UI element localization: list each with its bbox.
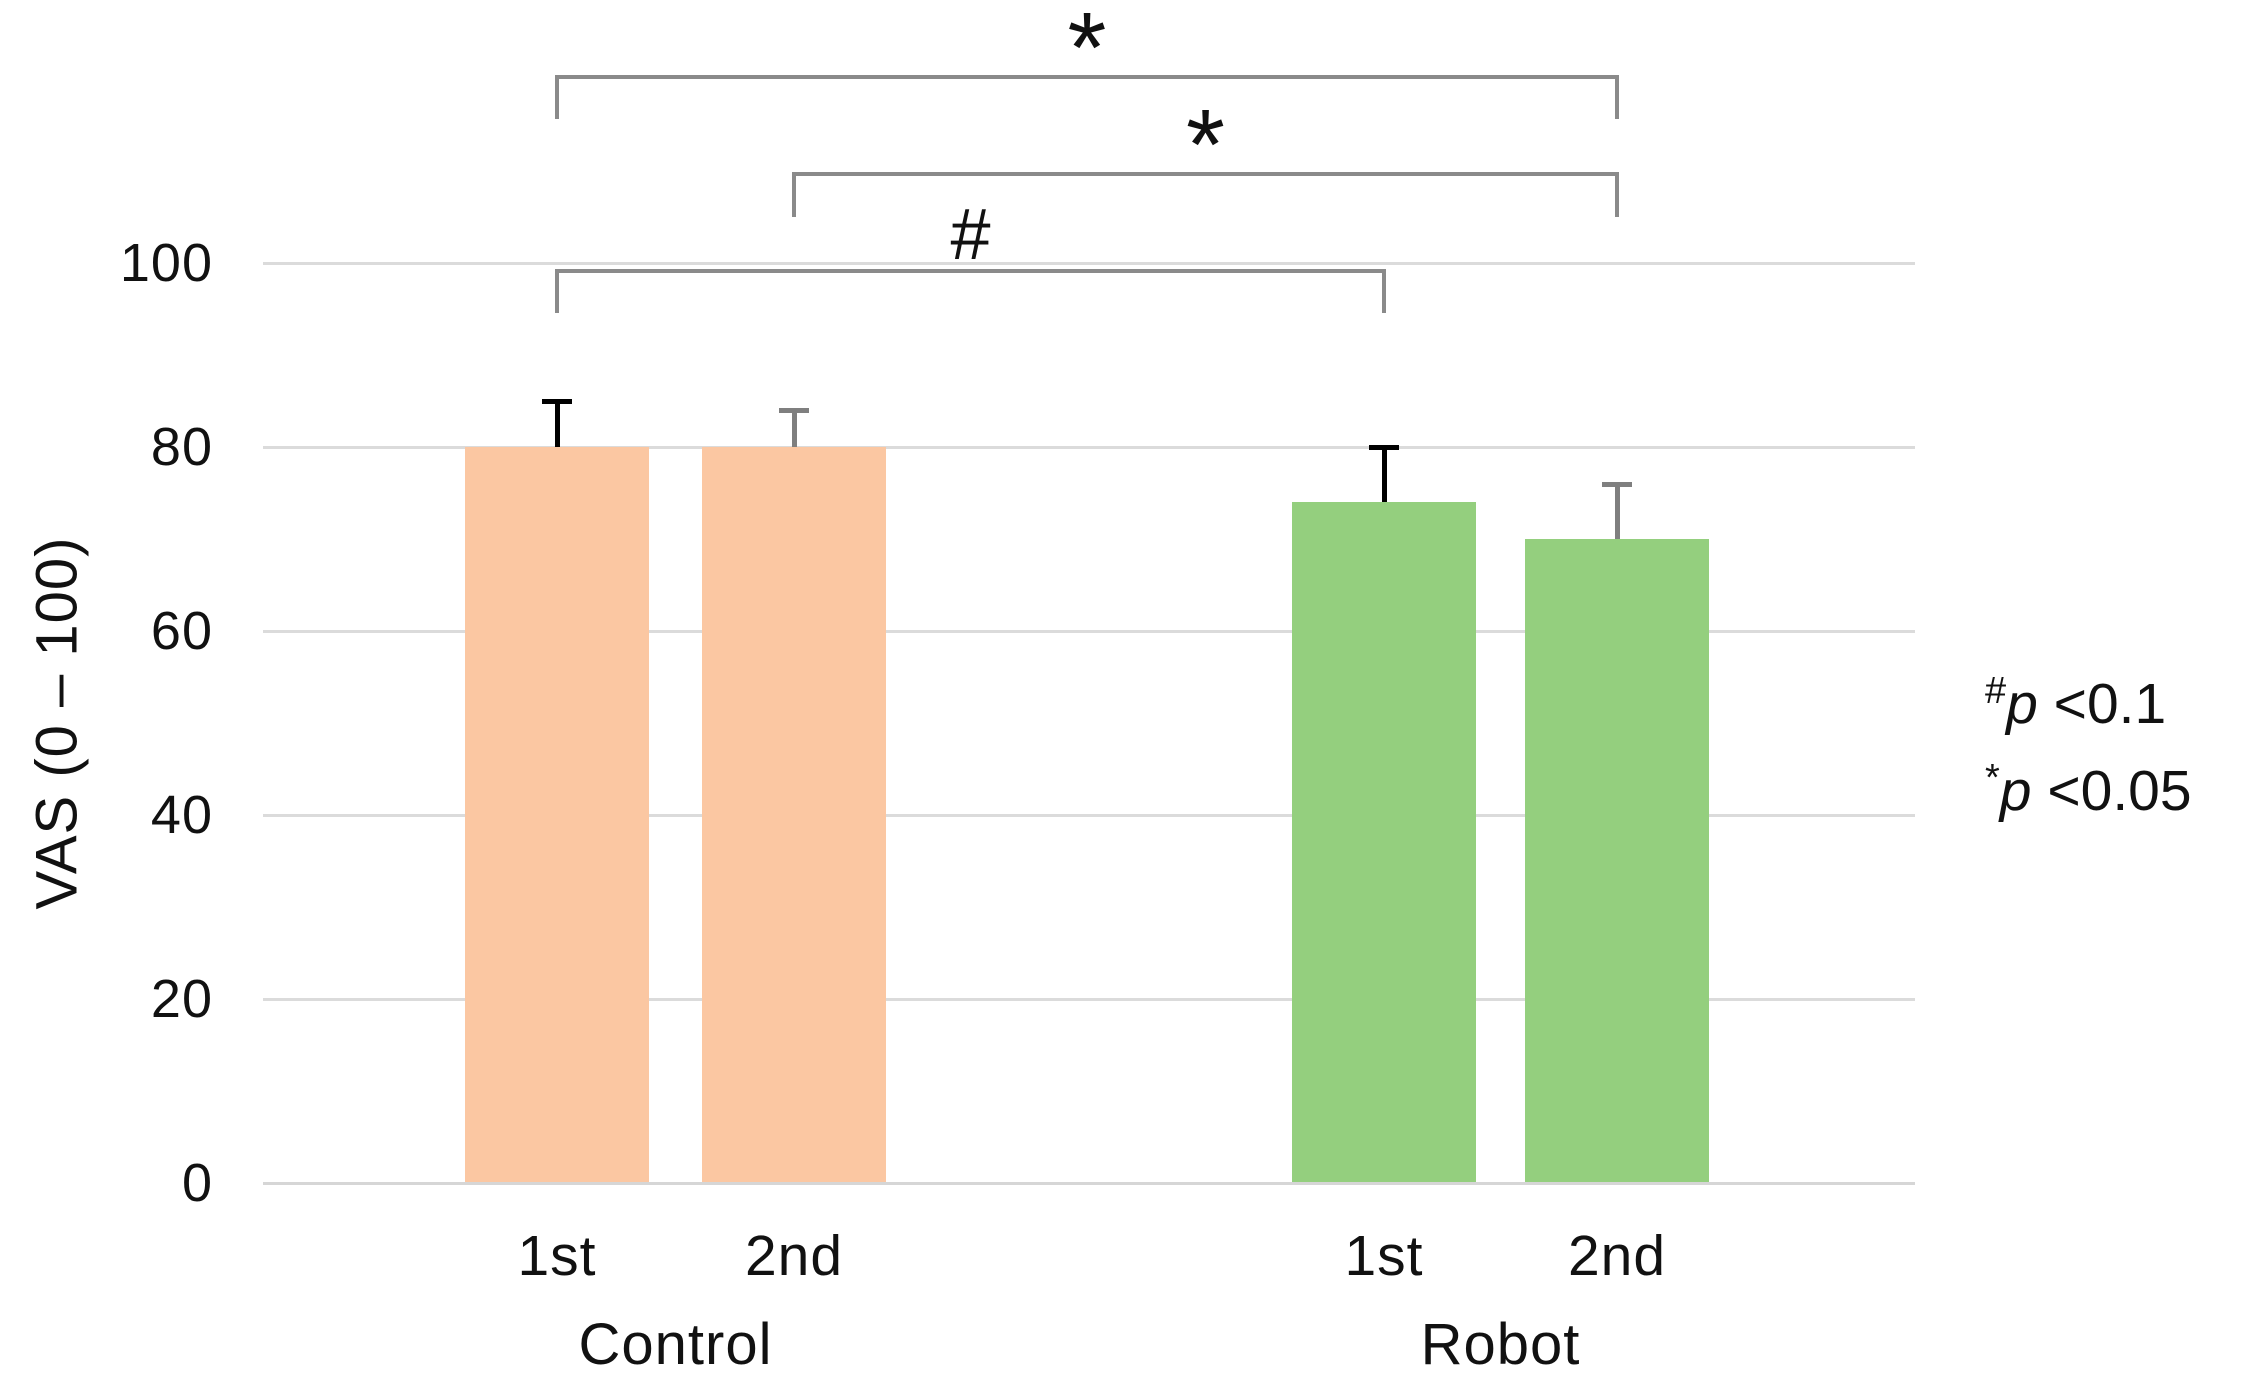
- significance-bracket-tick: [1615, 172, 1619, 217]
- bar-robot-1st: [1292, 502, 1476, 1183]
- gridline: [263, 446, 1915, 449]
- bar-control-2nd: [702, 447, 886, 1183]
- error-bar-cap: [1369, 445, 1399, 450]
- significance-bracket-line: [792, 172, 1619, 176]
- y-tick-label: 20: [150, 969, 213, 1029]
- x-tick-label: 1st: [517, 1224, 597, 1288]
- gridline: [263, 630, 1915, 633]
- significance-symbol: *: [1186, 89, 1225, 201]
- error-bar-cap: [542, 399, 572, 404]
- legend-threshold: <0.05: [2031, 759, 2192, 823]
- significance-bracket-tick: [555, 75, 559, 119]
- group-label-robot: Robot: [1420, 1312, 1581, 1377]
- legend-item: #p <0.1: [1985, 664, 2192, 751]
- significance-bracket-line: [555, 75, 1619, 79]
- gridline: [263, 262, 1915, 265]
- error-bar-cap: [1602, 481, 1632, 487]
- group-label-control: Control: [578, 1312, 773, 1377]
- error-bar-whisker: [792, 410, 797, 447]
- legend-item: *p <0.05: [1985, 751, 2192, 838]
- legend-symbol: #: [1985, 670, 2007, 712]
- error-bar-whisker: [555, 401, 560, 447]
- y-tick-label: 40: [150, 785, 213, 845]
- significance-bracket-tick: [1382, 269, 1386, 313]
- legend-p: p: [1999, 759, 2032, 823]
- significance-symbol: #: [950, 195, 991, 275]
- bar-robot-2nd: [1525, 539, 1709, 1183]
- y-tick-label: 100: [119, 233, 213, 293]
- x-tick-label: 1st: [1344, 1224, 1424, 1288]
- bar-control-1st: [465, 447, 649, 1183]
- gridline: [263, 998, 1915, 1001]
- significance-bracket-tick: [555, 269, 559, 313]
- error-bar-cap: [779, 408, 809, 414]
- error-bar-whisker: [1615, 483, 1620, 539]
- gridline: [263, 814, 1915, 817]
- significance-bracket-tick: [792, 172, 796, 217]
- error-bar-whisker: [1382, 447, 1387, 503]
- x-tick-label: 2nd: [1567, 1224, 1667, 1288]
- significance-bracket-tick: [1615, 75, 1619, 119]
- y-tick-label: 0: [181, 1153, 213, 1213]
- significance-bracket-line: [555, 269, 1386, 273]
- y-tick-label: 80: [150, 417, 213, 477]
- x-tick-label: 2nd: [744, 1224, 844, 1288]
- legend-symbol: *: [1985, 757, 2000, 799]
- legend-p: p: [2006, 672, 2038, 736]
- y-axis-title: VAS (0 – 100): [24, 536, 90, 910]
- significance-legend: #p <0.1 *p <0.05: [1985, 664, 2192, 838]
- x-axis-line: [263, 1182, 1915, 1185]
- legend-threshold: <0.1: [2037, 672, 2167, 736]
- significance-symbol: *: [1067, 0, 1107, 104]
- y-tick-label: 60: [150, 601, 213, 661]
